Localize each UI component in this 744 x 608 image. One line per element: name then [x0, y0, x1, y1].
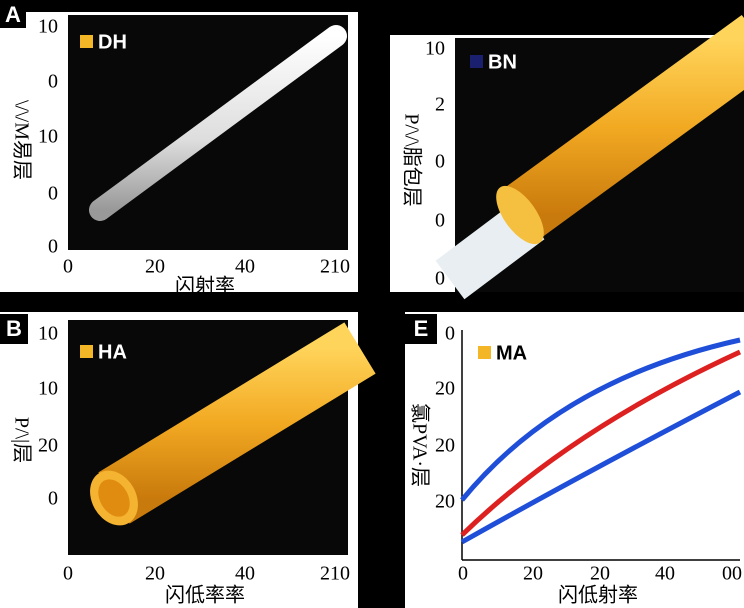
- x-tick: 40: [235, 563, 255, 585]
- x-axis-label: 闪低率率: [165, 584, 245, 607]
- y-tick: 0: [445, 323, 455, 345]
- panel-e: E MA 0 20 20 20 氯PVA·层 0 20 20 40 00 闪低射…: [405, 312, 744, 608]
- label-box: [405, 314, 437, 344]
- rod: [89, 25, 347, 221]
- y-tick: 0: [48, 71, 58, 93]
- legend-swatch: [80, 345, 93, 358]
- sheath: [501, 14, 744, 241]
- legend-text: DH: [98, 31, 127, 53]
- y-axis-label: P/\/\脂包层: [400, 113, 423, 206]
- tube-bore: [98, 479, 130, 517]
- tube: [98, 322, 376, 524]
- label-box: [0, 314, 28, 344]
- y-axis-label: \/\/M易层: [10, 100, 32, 180]
- y-tick: 10: [38, 378, 58, 400]
- curve: [460, 349, 742, 537]
- x-tick: 0: [63, 563, 73, 585]
- legend-text: HA: [98, 341, 127, 363]
- panel-b: B HA 10 10 20 0 P/\|层 0 20 40 210 闪低率率: [0, 312, 376, 608]
- y-tick: 0: [48, 488, 58, 510]
- panel-label: E: [414, 316, 429, 341]
- y-tick: 10: [38, 126, 58, 148]
- y-tick: 10: [38, 16, 58, 38]
- x-axis-label: 闪低射率: [558, 584, 638, 607]
- x-tick: 20: [145, 256, 165, 278]
- x-tick: 40: [235, 256, 255, 278]
- y-tick: 0: [435, 268, 445, 290]
- legend-swatch: [80, 35, 93, 48]
- y-tick: 0: [48, 183, 58, 205]
- y-tick: 10: [38, 323, 58, 345]
- panel-bn: BN 10 2 0 0 0 P/\/\脂包层: [390, 14, 744, 300]
- panel-label: A: [5, 2, 21, 27]
- legend-swatch: [470, 55, 483, 68]
- y-tick: 20: [435, 435, 455, 457]
- x-tick: 20: [590, 563, 610, 585]
- x-tick: 40: [655, 563, 675, 585]
- legend-text: BN: [488, 51, 517, 73]
- sheath-end: [496, 185, 544, 245]
- x-axis-label: 闪射率: [175, 275, 235, 298]
- y-tick: 0: [435, 151, 445, 173]
- x-tick: 20: [145, 563, 165, 585]
- panel-frame: [405, 312, 744, 608]
- y-tick: 10: [425, 38, 445, 60]
- y-tick: 2: [435, 94, 445, 116]
- y-tick: 20: [435, 491, 455, 513]
- label-box: [0, 0, 26, 28]
- y-tick: 20: [38, 435, 58, 457]
- legend-swatch: [478, 346, 491, 359]
- x-tick: 00: [722, 563, 742, 585]
- curve: [460, 337, 741, 502]
- legend-text: MA: [496, 342, 527, 364]
- x-tick: 210: [320, 563, 350, 585]
- x-tick: 0: [458, 563, 468, 585]
- x-tick: 0: [63, 256, 73, 278]
- panel-label: B: [6, 316, 22, 341]
- y-tick: 20: [435, 378, 455, 400]
- x-tick: 20: [523, 563, 543, 585]
- y-tick: 0: [48, 236, 58, 258]
- y-axis-label: 氯PVA·层: [408, 403, 431, 487]
- curve: [460, 389, 742, 545]
- y-axis-label: P/\|层: [10, 417, 32, 463]
- x-tick: 210: [320, 256, 350, 278]
- y-tick: 0: [435, 210, 445, 232]
- panel-a: A DH 10 0 10 0 0 \/\/M易层 0 20 40 210 闪射率: [0, 0, 358, 298]
